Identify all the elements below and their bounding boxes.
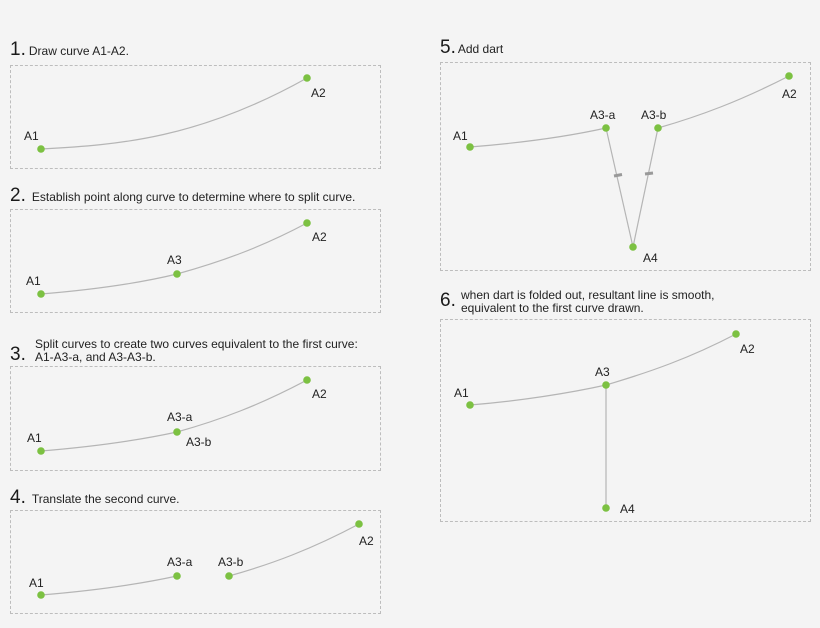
point-a1: [466, 401, 474, 409]
label-a2: A2: [312, 230, 327, 244]
label-a3b: A3-b: [218, 555, 244, 569]
point-a2: [732, 330, 740, 338]
step-caption: Establish point along curve to determine…: [31, 190, 356, 204]
step-caption-line-1: when dart is folded out, resultant line …: [461, 288, 715, 302]
label-a3a: A3-a: [167, 555, 193, 569]
point-a3: [602, 381, 610, 389]
diagram-box: [10, 65, 381, 169]
point-a1: [466, 143, 474, 151]
label-a3a: A3-a: [590, 108, 616, 122]
step-number: 4.: [10, 487, 26, 508]
step-number: 6.: [440, 290, 456, 311]
label-a1: A1: [29, 576, 44, 590]
dart-leg-b: [632, 127, 659, 248]
label-a1: A1: [454, 386, 469, 400]
equal-length-tick-icon: [613, 173, 623, 178]
step-number: 5.: [440, 37, 456, 58]
curve-a1-a3a: [40, 431, 178, 452]
label-a1: A1: [26, 274, 41, 288]
step-caption-line-2: equivalent to the first curve drawn.: [461, 301, 644, 315]
step-number: 2.: [10, 185, 26, 206]
curve-a3b-a2: [228, 523, 360, 577]
point-a1: [37, 447, 45, 455]
label-a4: A4: [643, 251, 658, 265]
point-a3: [173, 428, 181, 436]
step-caption: Add dart: [457, 42, 504, 56]
point-a1: [37, 290, 45, 298]
label-a2: A2: [311, 86, 326, 100]
point-a2: [303, 219, 311, 227]
diagram-box: [10, 209, 381, 313]
curve-a1-a3a: [40, 575, 178, 596]
step-caption-line-1: Split curves to create two curves equiva…: [35, 337, 358, 351]
diagram-box: [10, 510, 381, 614]
label-a1: A1: [24, 129, 39, 143]
curve-a3b-a2: [657, 75, 790, 129]
step-caption-line-2: A1-A3-a, and A3-A3-b.: [35, 350, 156, 364]
label-a3b: A3-b: [186, 435, 212, 449]
point-a1: [37, 145, 45, 153]
label-a3: A3: [167, 253, 182, 267]
equal-length-tick-icon: [644, 171, 654, 176]
point-a2: [355, 520, 363, 528]
diagram-box: [10, 366, 381, 471]
step-1-heading: 1. Draw curve A1-A2.: [10, 40, 129, 59]
curve-a3-a2: [176, 222, 308, 275]
diagram-box: [440, 62, 811, 271]
label-a1: A1: [453, 129, 468, 143]
point-a2: [303, 74, 311, 82]
label-a3a: A3-a: [167, 410, 193, 424]
point-a3b: [225, 572, 233, 580]
curve-a1-a3: [469, 384, 607, 406]
curve-a1-a3a: [469, 127, 607, 148]
point-a3a: [602, 124, 610, 132]
point-a1: [37, 591, 45, 599]
label-a3: A3: [595, 365, 610, 379]
label-a2: A2: [782, 87, 797, 101]
dart-leg-a: [605, 127, 634, 248]
curve-a3b-a2: [176, 379, 308, 433]
label-a2: A2: [740, 342, 755, 356]
label-a2: A2: [312, 387, 327, 401]
curve-a3-a2: [605, 333, 737, 386]
label-a2: A2: [359, 534, 374, 548]
curve-a1-a2: [40, 77, 308, 150]
curve-a1-a3: [40, 273, 178, 295]
step-number: 1.: [10, 39, 26, 60]
step-5-heading: 5. Add dart: [440, 38, 503, 57]
point-a3a: [173, 572, 181, 580]
step-2-heading: 2. Establish point along curve to determ…: [10, 186, 355, 205]
label-a3b: A3-b: [641, 108, 667, 122]
label-a1: A1: [27, 431, 42, 445]
point-a2: [303, 376, 311, 384]
step-caption: Draw curve A1-A2.: [28, 44, 129, 58]
point-a4: [602, 504, 610, 512]
point-a3b: [654, 124, 662, 132]
step-caption: Translate the second curve.: [31, 492, 180, 506]
point-a4: [629, 243, 637, 251]
point-a2: [785, 72, 793, 80]
point-a3: [173, 270, 181, 278]
step-4-heading: 4. Translate the second curve.: [10, 488, 180, 507]
label-a4: A4: [620, 502, 635, 516]
diagram-box: [440, 319, 811, 522]
step-number: 3.: [10, 344, 26, 365]
